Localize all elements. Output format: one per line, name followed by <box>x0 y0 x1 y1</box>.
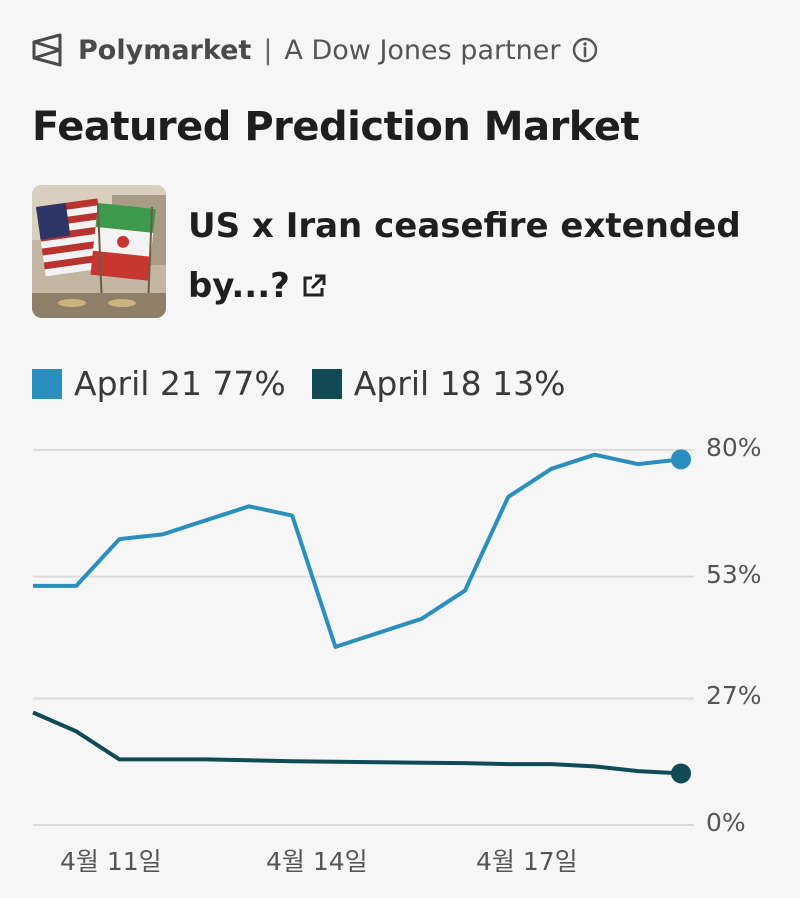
x-tick-label: 4월 14일 <box>266 847 368 876</box>
legend-label: April 18 13% <box>353 364 566 403</box>
y-tick-label: 27% <box>706 681 762 711</box>
chart-legend: April 21 77% April 18 13% <box>32 364 592 403</box>
y-tick-label: 80% <box>706 433 762 462</box>
x-tick-label: 4월 11일 <box>60 847 162 876</box>
info-icon[interactable] <box>571 36 599 64</box>
series-endpoint-1[interactable] <box>671 763 691 784</box>
market-question[interactable]: US x Iran ceasefire extended by...? <box>188 196 768 316</box>
x-tick-label: 4월 17일 <box>476 847 578 876</box>
series-endpoint-0[interactable] <box>671 449 691 470</box>
y-tick-label: 53% <box>706 559 762 589</box>
legend-swatch <box>32 368 62 399</box>
partner-text: A Dow Jones partner <box>284 34 561 66</box>
brand-separator: | <box>263 34 273 66</box>
page-title: Featured Prediction Market <box>32 104 640 150</box>
legend-label: April 21 77% <box>74 364 286 403</box>
legend-item-april-18: April 18 13% <box>311 364 566 403</box>
brand-header: Polymarket | A Dow Jones partner <box>30 28 599 72</box>
brand-name: Polymarket <box>78 34 252 66</box>
y-tick-label: 0% <box>706 808 746 837</box>
series-line-0[interactable] <box>33 452 682 649</box>
chart-plot[interactable] <box>0 420 800 898</box>
market-question-text[interactable]: US x Iran ceasefire extended by...? <box>188 206 741 306</box>
price-chart[interactable]: 80% 53% 27% 0% 4월 11일 4월 14일 4월 17일 <box>0 420 800 898</box>
polymarket-logo-icon <box>30 32 66 68</box>
legend-swatch <box>311 368 342 399</box>
series-line-1[interactable] <box>32 710 682 776</box>
external-link-icon[interactable] <box>300 259 328 297</box>
market-thumbnail[interactable] <box>32 185 166 318</box>
legend-item-april-21: April 21 77% <box>32 364 286 403</box>
